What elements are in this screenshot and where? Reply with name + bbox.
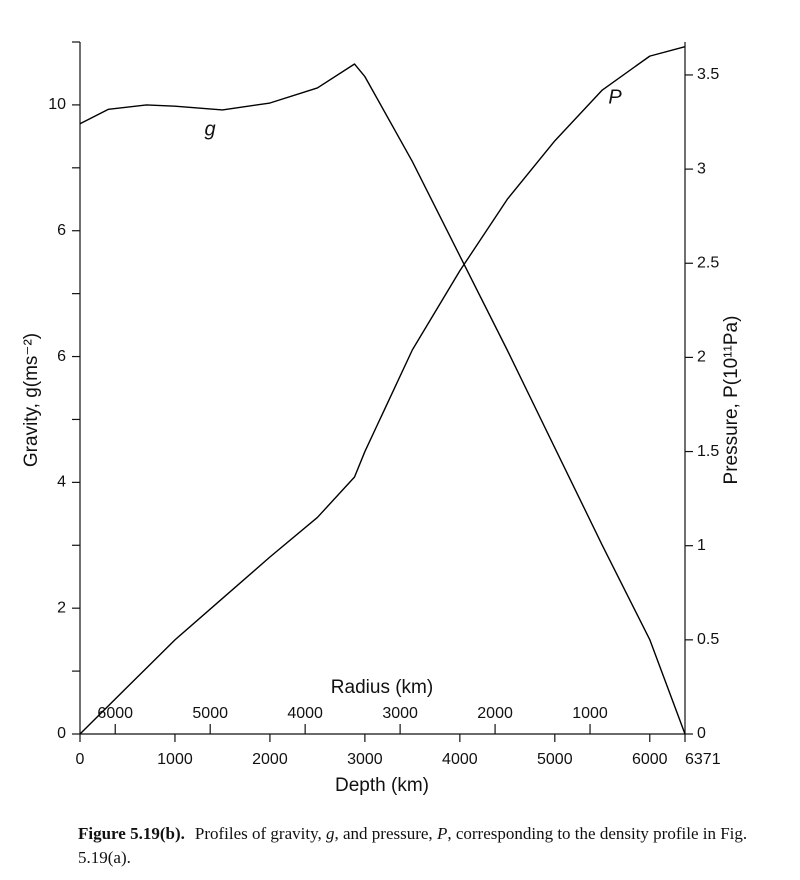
y2-tick-label: 2.5: [697, 254, 719, 271]
x2-tick-label: 5000: [192, 705, 228, 722]
x2-tick-label: 6000: [97, 705, 133, 722]
x-axis-label: Depth (km): [335, 775, 429, 796]
y2-tick-label: 2: [697, 349, 706, 366]
x-tick-label: 4000: [442, 751, 478, 768]
chart: Depth (km) Radius (km) Gravity, g(ms⁻²) …: [21, 41, 742, 796]
y-tick-label: 2: [57, 599, 66, 616]
x-tick-label: 0: [76, 751, 85, 768]
x-tick-label: 6371: [685, 751, 721, 768]
x2-axis-label: Radius (km): [331, 677, 433, 698]
series-label: g: [204, 118, 215, 140]
x2-tick-label: 1000: [572, 705, 608, 722]
series-label: P: [608, 86, 622, 108]
y-tick-label: 0: [57, 725, 66, 742]
caption-text: Profiles of gravity,: [194, 824, 326, 843]
x-tick-label: 2000: [252, 751, 288, 768]
y-tick-label: 6: [57, 222, 66, 239]
y2-tick-label: 0.5: [697, 631, 719, 648]
x2-tick-label: 3000: [382, 705, 418, 722]
y2-tick-label: 3: [697, 160, 706, 177]
x-tick-label: 1000: [157, 751, 193, 768]
y2-tick-label: 0: [697, 725, 706, 742]
series-line: [79, 63, 686, 735]
series-line: [79, 46, 686, 735]
caption: Figure 5.19(b). Profiles of gravity, g, a…: [78, 822, 793, 870]
x-tick-label: 3000: [347, 751, 383, 768]
x-tick-label: 6000: [632, 751, 668, 768]
caption-text: , corresponding to the density profile i…: [78, 824, 748, 867]
y2-tick-label: 3.5: [697, 66, 719, 83]
x2-tick-label: 2000: [477, 705, 513, 722]
y-axis-label: Gravity, g(ms⁻²): [21, 333, 42, 467]
y2-axis-label: Pressure, P(10¹¹Pa): [721, 316, 742, 485]
caption-text: g: [325, 824, 335, 843]
y2-tick-label: 1.5: [697, 443, 719, 460]
y2-tick-label: 1: [697, 537, 706, 554]
x2-tick-label: 4000: [287, 705, 323, 722]
caption-text: P: [436, 824, 448, 843]
y-tick-label: 10: [48, 96, 66, 113]
x-tick-label: 5000: [537, 751, 573, 768]
y-tick-label: 4: [57, 474, 66, 491]
caption-label: Figure 5.19(b).: [78, 824, 185, 843]
y-tick-label: 6: [57, 348, 66, 365]
caption-text: , and pressure,: [334, 824, 437, 843]
